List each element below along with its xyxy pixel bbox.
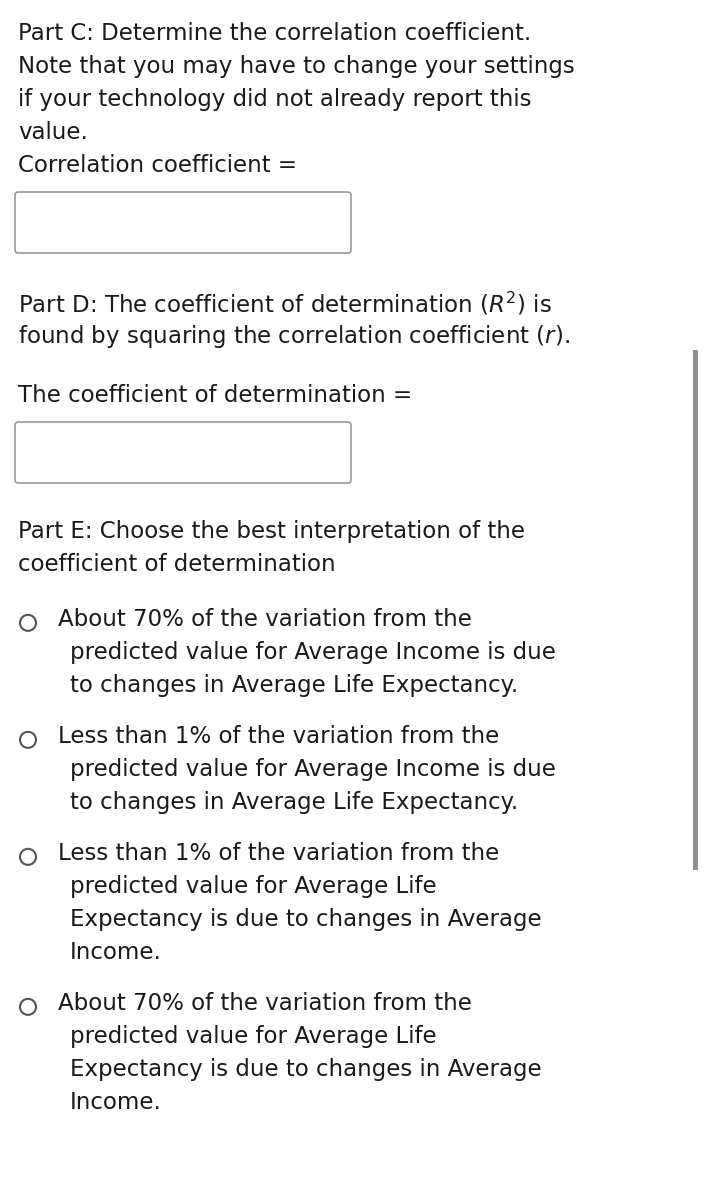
Text: About 70% of the variation from the: About 70% of the variation from the bbox=[58, 992, 472, 1015]
Text: Part E: Choose the best interpretation of the: Part E: Choose the best interpretation o… bbox=[18, 520, 525, 542]
Text: Expectancy is due to changes in Average: Expectancy is due to changes in Average bbox=[70, 1058, 542, 1081]
Text: if your technology did not already report this: if your technology did not already repor… bbox=[18, 88, 532, 110]
Text: Income.: Income. bbox=[70, 941, 162, 964]
Text: Less than 1% of the variation from the: Less than 1% of the variation from the bbox=[58, 842, 499, 865]
Text: Expectancy is due to changes in Average: Expectancy is due to changes in Average bbox=[70, 908, 542, 931]
Text: Part C: Determine the correlation coefficient.: Part C: Determine the correlation coeffi… bbox=[18, 22, 531, 44]
Text: to changes in Average Life Expectancy.: to changes in Average Life Expectancy. bbox=[70, 791, 518, 814]
Text: Part D: The coefficient of determination ($R^2$) is: Part D: The coefficient of determination… bbox=[18, 290, 552, 317]
Text: predicted value for Average Life: predicted value for Average Life bbox=[70, 1025, 437, 1048]
Text: Income.: Income. bbox=[70, 1091, 162, 1114]
Text: The coefficient of determination =: The coefficient of determination = bbox=[18, 384, 412, 407]
Text: value.: value. bbox=[18, 121, 88, 144]
Text: About 70% of the variation from the: About 70% of the variation from the bbox=[58, 608, 472, 631]
Text: coefficient of determination: coefficient of determination bbox=[18, 553, 336, 576]
Text: predicted value for Average Life: predicted value for Average Life bbox=[70, 875, 437, 898]
Text: Note that you may have to change your settings: Note that you may have to change your se… bbox=[18, 55, 575, 78]
Bar bbox=[693, 350, 698, 870]
Text: Correlation coefficient =: Correlation coefficient = bbox=[18, 154, 297, 176]
FancyBboxPatch shape bbox=[15, 422, 351, 482]
Text: found by squaring the correlation coefficient ($r$).: found by squaring the correlation coeffi… bbox=[18, 323, 570, 350]
Text: predicted value for Average Income is due: predicted value for Average Income is du… bbox=[70, 758, 556, 781]
Text: to changes in Average Life Expectancy.: to changes in Average Life Expectancy. bbox=[70, 674, 518, 697]
Text: Less than 1% of the variation from the: Less than 1% of the variation from the bbox=[58, 725, 499, 748]
Text: predicted value for Average Income is due: predicted value for Average Income is du… bbox=[70, 641, 556, 664]
FancyBboxPatch shape bbox=[15, 192, 351, 253]
